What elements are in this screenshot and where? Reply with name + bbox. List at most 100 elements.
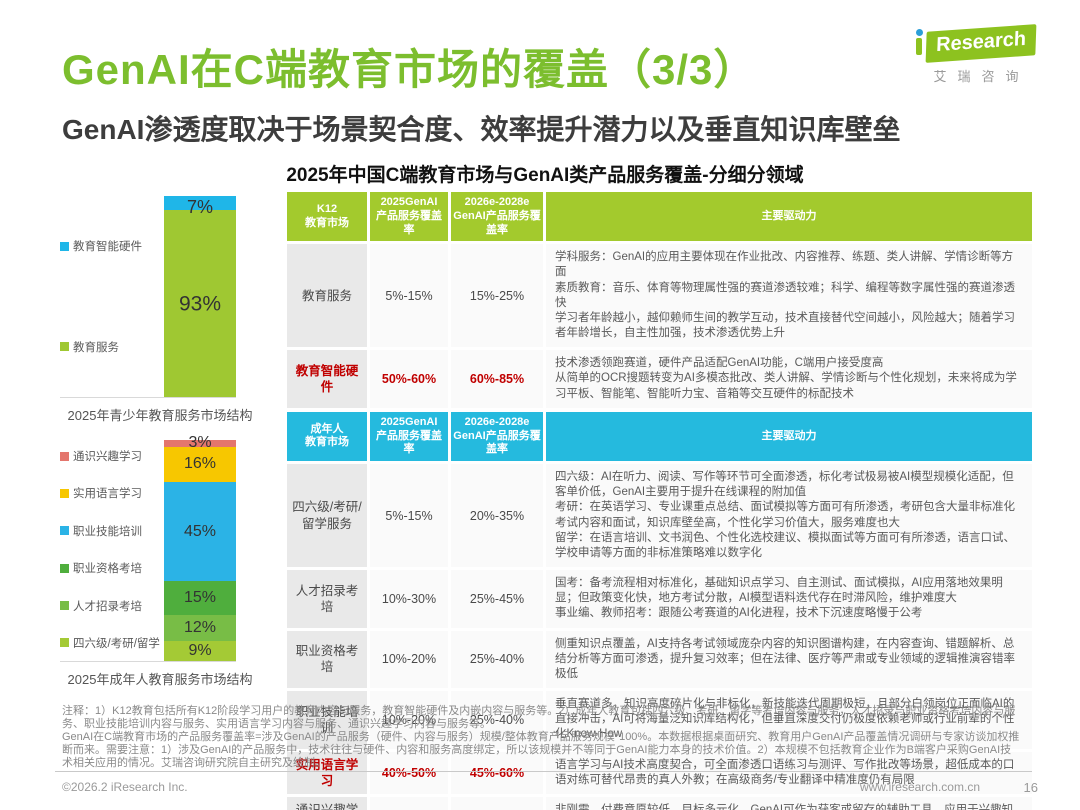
bar-segment-value: 93% bbox=[178, 292, 222, 316]
row-label-cell: 四六级/考研/留学服务 bbox=[287, 464, 367, 568]
stacked-bar: 7% 93% bbox=[164, 196, 236, 397]
driver-line: 垂直赛道多，知识高度碎片化与非标化，新技能迭代周期极短，且部分白领岗位正面临AI… bbox=[555, 698, 1015, 741]
coverage-forecast-cell: 15%-25% bbox=[451, 244, 543, 348]
chart-legend: 教育智能硬件 教育服务 bbox=[60, 196, 164, 397]
driver-line: 语言学习与AI技术高度契合，可全面渗透口语练习与测评、写作批改等场景，超低成本的… bbox=[555, 758, 1015, 786]
legend-swatch-icon bbox=[60, 563, 69, 573]
legend-item: 四六级/考研/留学 bbox=[60, 635, 164, 651]
table-adult-market: 成年人 教育市场 2025GenAI 产品服务覆盖率 2026e-2028e Gen… bbox=[287, 411, 1032, 810]
coverage-2025-cell: 5%-15% bbox=[370, 464, 448, 568]
legend-swatch-icon bbox=[60, 241, 69, 251]
bar-segment-value: 45% bbox=[183, 522, 217, 540]
row-label-cell: 职业技能培训 bbox=[287, 691, 367, 749]
bar-segment: 45% bbox=[164, 481, 236, 582]
table-k12-market: K12 教育市场 2025GenAI 产品服务覆盖率 2026e-2028e Gen… bbox=[287, 192, 1032, 408]
row-label-cell: 职业资格考培 bbox=[287, 630, 367, 689]
driver-line: 事业编、教师招考：跟随公考赛道的AI化进程，技术下沉速度略慢于公考 bbox=[555, 607, 923, 620]
header-cell: 2026e-2028e GenAI产品服务覆盖率 bbox=[451, 411, 543, 462]
bar-segment: 16% bbox=[164, 446, 236, 482]
coverage-forecast-cell: 20%-35% bbox=[451, 464, 543, 568]
chart-youth-market: 教育智能硬件 教育服务 7% 93% 2025年青少年教育服务市场结构 bbox=[60, 196, 252, 424]
bar-segment-value: 12% bbox=[183, 618, 217, 636]
header-cell: 成年人 教育市场 bbox=[287, 411, 367, 462]
legend-swatch-icon bbox=[60, 342, 69, 352]
footnotes: 注释：1）K12教育包括所有K12阶段学习用户的教育内容与服务，教育智能硬件及内… bbox=[62, 705, 1022, 770]
iresearch-logo: iResearch Research 艾瑞咨询 bbox=[908, 24, 1044, 85]
bar-segment: 93% bbox=[164, 210, 236, 397]
legend-item: 职业资格考培 bbox=[60, 560, 164, 576]
stacked-bar: 3% 16% 45% 15% 12% 9% bbox=[164, 435, 236, 661]
driver-line: 考研：在英语学习、专业课重点总结、面试模拟等方面可有所渗透，考研包含大量非标准化… bbox=[555, 501, 1015, 529]
header-cell: K12 教育市场 bbox=[287, 192, 367, 242]
legend-label: 实用语言学习 bbox=[73, 488, 142, 501]
coverage-forecast-cell: 60%-85% bbox=[451, 350, 543, 408]
header-cell: 主要驱动力 bbox=[546, 411, 1032, 462]
header-cell: 2025GenAI 产品服务覆盖率 bbox=[370, 411, 448, 462]
bar-segment: 12% bbox=[164, 614, 236, 642]
coverage-forecast-cell: 25%-45% bbox=[451, 570, 543, 628]
row-label-cell: 通识兴趣学习 bbox=[287, 796, 367, 810]
legend-swatch-icon bbox=[60, 488, 69, 498]
legend-item: 教育服务 bbox=[60, 339, 164, 355]
page-number: 16 bbox=[1023, 780, 1038, 795]
website-url: www.iresearch.com.cn bbox=[859, 780, 980, 794]
driver-line: 技术渗透领跑赛道，硬件产品适配GenAI功能，C端用户接受度高 bbox=[555, 357, 884, 370]
driver-line: 侧重知识点覆盖，AI支持各考试领域庞杂内容的知识图谱构建，在内容查询、错题解析、… bbox=[555, 637, 1015, 680]
bar-segment: 3% bbox=[164, 435, 236, 451]
coverage-2025-cell: 10%-20% bbox=[370, 630, 448, 689]
bar-segment-value: 3% bbox=[188, 434, 212, 452]
chart-caption: 2025年成年人教育服务市场结构 bbox=[67, 672, 253, 687]
driver-line: 非刚需、付费意愿较低、目标多元化，GenAI可作为获客或留存的辅助工具，应用于兴… bbox=[555, 803, 1014, 810]
coverage-forecast-cell: 45%-60% bbox=[451, 751, 543, 794]
coverage-2025-cell: 5%-15% bbox=[370, 244, 448, 348]
driver-line: 学习者年龄越小，越仰赖师生间的教学互动，技术直接替代空间越小，风险越大；随着学习… bbox=[555, 311, 1015, 340]
legend-label: 职业资格考培 bbox=[73, 563, 142, 576]
legend-label: 通识兴趣学习 bbox=[73, 451, 142, 463]
legend-item: 实用语言学习 bbox=[60, 485, 164, 501]
coverage-2025-cell: 40%-50% bbox=[370, 751, 448, 794]
legend-label: 职业技能培训 bbox=[73, 525, 142, 538]
legend-item: 教育智能硬件 bbox=[60, 238, 164, 254]
coverage-forecast-cell: 25%-40% bbox=[451, 691, 543, 749]
bar-segment: 15% bbox=[164, 581, 236, 615]
footnote-line: GenAI在C端教育市场的产品服务覆盖率=涉及GenAI的产品服务（硬件、内容与… bbox=[62, 730, 1020, 769]
chart-caption: 2025年青少年教育服务市场结构 bbox=[67, 408, 253, 423]
logo-research-badge: Research bbox=[925, 24, 1037, 63]
page-title: GenAI在C端教育市场的覆盖（3/3） bbox=[62, 46, 757, 93]
logo-chinese-name: 艾瑞咨询 bbox=[933, 69, 1030, 84]
coverage-tables: K12 教育市场 2025GenAI 产品服务覆盖率 2026e-2028e Gen… bbox=[287, 192, 1032, 810]
logo-i-icon bbox=[915, 29, 923, 55]
drivers-cell: 技术渗透领跑赛道，硬件产品适配GenAI功能，C端用户接受度高从简单的OCR搜题… bbox=[546, 350, 1032, 408]
bar-segment: 9% bbox=[164, 641, 236, 661]
legend-swatch-icon bbox=[60, 451, 69, 461]
bar-segment-value: 7% bbox=[186, 197, 213, 218]
drivers-cell: 侧重知识点覆盖，AI支持各考试领域庞杂内容的知识图谱构建，在内容查询、错题解析、… bbox=[546, 630, 1032, 689]
driver-line: 学科服务：GenAI的应用主要体现在作业批改、内容推荐、练题、类人讲解、学情诊断… bbox=[555, 251, 1014, 279]
row-label-cell: 教育智能硬件 bbox=[287, 350, 367, 408]
drivers-cell: 四六级：AI在听力、阅读、写作等环节可全面渗透，标化考试极易被AI模型规模化适配… bbox=[546, 464, 1032, 568]
chart-legend: 通识兴趣学习 实用语言学习 职业技能培训 职业资格考培人才招录考培 四六级/考研/留学 bbox=[60, 440, 164, 661]
coverage-2025-cell: 50%-60% bbox=[370, 350, 448, 408]
coverage-2025-cell: 10%-20% bbox=[370, 796, 448, 810]
legend-swatch-icon bbox=[60, 638, 69, 648]
coverage-2025-cell: 10%-20% bbox=[370, 691, 448, 749]
legend-swatch-icon bbox=[60, 601, 69, 611]
bar-segment-value: 15% bbox=[183, 588, 217, 606]
drivers-cell: 国考：备考流程相对标准化，基础知识点学习、自主测试、面试模拟，AI应用落地效果明… bbox=[546, 570, 1032, 628]
row-label-cell: 人才招录考培 bbox=[287, 570, 367, 628]
drivers-cell: 非刚需、付费意愿较低、目标多元化，GenAI可作为获客或留存的辅助工具，应用于兴… bbox=[546, 796, 1032, 810]
driver-line: 素质教育：音乐、体育等物理属性强的赛道渗透较难；科学、编程等数字属性强的赛道渗透… bbox=[555, 281, 1015, 309]
coverage-2025-cell: 10%-30% bbox=[370, 570, 448, 628]
chart-adult-market: 通识兴趣学习 实用语言学习 职业技能培训 职业资格考培 人才招录考培 四六级/考研/留学 … bbox=[60, 435, 252, 688]
driver-line: 四六级：AI在听力、阅读、写作等环节可全面渗透，标化考试极易被AI模型规模化适配… bbox=[555, 471, 1014, 499]
legend-item: 人才招录考培 bbox=[60, 598, 164, 614]
drivers-cell: 学科服务：GenAI的应用主要体现在作业批改、内容推荐、练题、类人讲解、学情诊断… bbox=[546, 244, 1032, 348]
copyright-text: ©2026.2 iResearch Inc. bbox=[62, 780, 188, 794]
footnote-line: 注释：1）K12教育包括所有K12阶段学习用户的教育内容与服务，教育智能硬件及内… bbox=[62, 705, 1016, 730]
driver-line: 从简单的OCR搜题转变为AI多模态批改、类人讲解、学情诊断与个性化规划，未来将成… bbox=[555, 372, 1017, 400]
header-cell: 主要驱动力 bbox=[546, 192, 1032, 242]
bar-segment: 7% bbox=[164, 196, 236, 216]
header-cell: 2026e-2028e GenAI产品服务覆盖率 bbox=[451, 192, 543, 242]
bar-segment-value: 16% bbox=[183, 455, 217, 473]
